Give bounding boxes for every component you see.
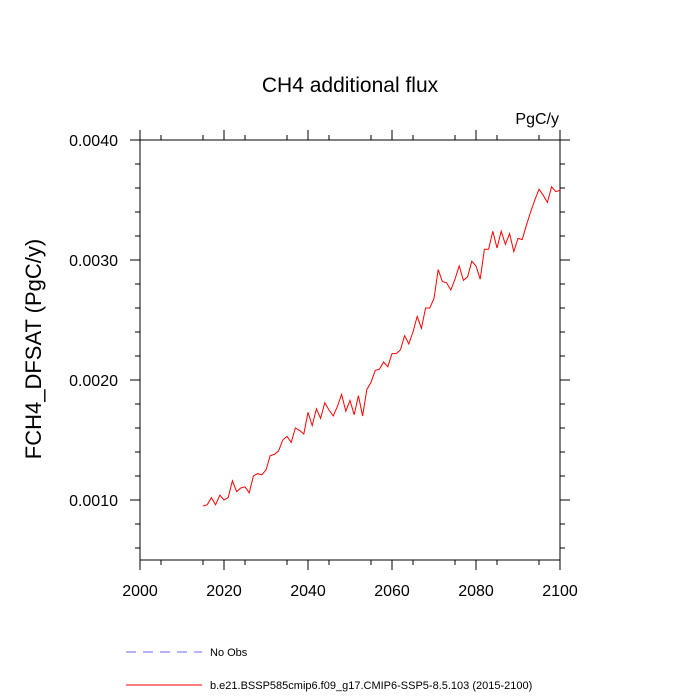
- y-tick-label: 0.0010: [69, 493, 118, 510]
- x-tick-label: 2000: [122, 583, 158, 600]
- legend-label: No Obs: [210, 647, 248, 659]
- y-tick-label: 0.0040: [69, 133, 118, 150]
- x-tick-label: 2040: [290, 583, 326, 600]
- legend: No Obs b.e21.BSSP585cmip6.f09_g17.CMIP6-S…: [126, 647, 532, 692]
- x-tick-label: 2020: [206, 583, 242, 600]
- legend-label: b.e21.BSSP585cmip6.f09_g17.CMIP6-SSP5-8.…: [210, 680, 532, 692]
- data-series: [202, 185, 561, 507]
- units-label: PgC/y: [515, 111, 559, 128]
- axis-ticks: 2000 2020 2040 2060 2080 2100 0.0010 0.0020 0.00…: [69, 130, 578, 600]
- series-line: [202, 185, 561, 507]
- x-tick-label: 2060: [374, 583, 410, 600]
- x-tick-label: 2100: [542, 583, 578, 600]
- y-axis-label: FCH4_DFSAT (PgC/y): [21, 239, 46, 459]
- y-tick-label: 0.0030: [69, 253, 118, 270]
- chart-title: CH4 additional flux: [262, 74, 439, 97]
- y-tick-label: 0.0020: [69, 373, 118, 390]
- x-tick-label: 2080: [458, 583, 494, 600]
- plot-frame: [139, 139, 561, 561]
